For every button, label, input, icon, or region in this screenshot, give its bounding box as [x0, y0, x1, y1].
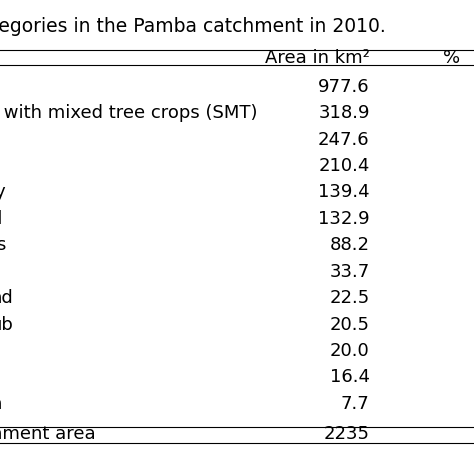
Text: 88.2: 88.2 [330, 237, 370, 254]
Text: n: n [0, 395, 2, 413]
Text: t with mixed tree crops (SMT): t with mixed tree crops (SMT) [0, 104, 257, 122]
Text: ly: ly [0, 183, 6, 201]
Text: %: % [443, 49, 460, 67]
Text: 977.6: 977.6 [318, 78, 370, 96]
Text: 33.7: 33.7 [329, 263, 370, 281]
Text: 16.4: 16.4 [330, 368, 370, 386]
Text: Area in km²: Area in km² [265, 49, 370, 67]
Text: 20.5: 20.5 [330, 316, 370, 334]
Text: 22.5: 22.5 [329, 289, 370, 307]
Text: nd: nd [0, 289, 13, 307]
Text: 210.4: 210.4 [319, 157, 370, 175]
Text: 139.4: 139.4 [318, 183, 370, 201]
Text: ub: ub [0, 316, 13, 334]
Text: 132.9: 132.9 [318, 210, 370, 228]
Text: ts: ts [0, 237, 7, 254]
Text: 318.9: 318.9 [318, 104, 370, 122]
Text: 2235: 2235 [324, 425, 370, 443]
Text: 7.7: 7.7 [341, 395, 370, 413]
Text: tegories in the Pamba catchment in 2010.: tegories in the Pamba catchment in 2010. [0, 17, 385, 36]
Text: 247.6: 247.6 [318, 130, 370, 148]
Text: nment area: nment area [0, 425, 95, 443]
Text: d: d [0, 210, 2, 228]
Text: 20.0: 20.0 [330, 342, 370, 360]
